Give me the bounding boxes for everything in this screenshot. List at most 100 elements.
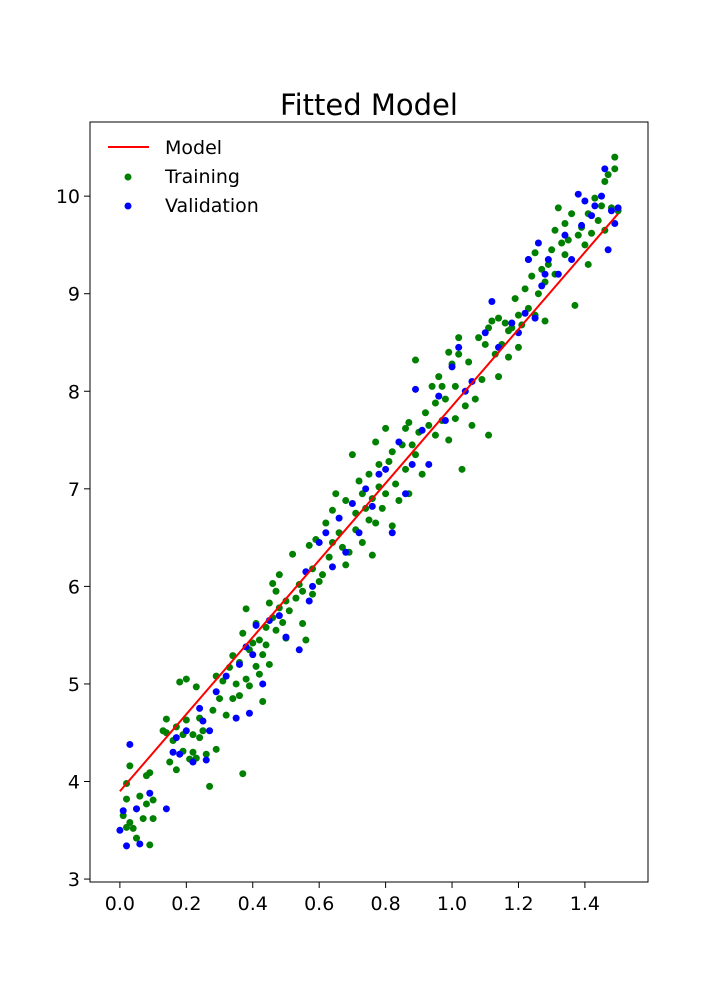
validation-point xyxy=(232,714,240,722)
validation-point xyxy=(342,548,350,556)
training-point xyxy=(275,571,283,579)
training-point xyxy=(425,421,433,429)
validation-point xyxy=(275,612,283,620)
model-line xyxy=(119,213,619,792)
y-tick-label: 9 xyxy=(68,284,80,306)
validation-point xyxy=(355,529,363,537)
training-point xyxy=(495,373,503,381)
validation-point xyxy=(162,805,170,813)
legend: Model Training Validation xyxy=(108,137,259,217)
validation-point xyxy=(169,748,177,756)
training-point xyxy=(408,441,416,449)
validation-point xyxy=(382,465,390,473)
x-tick-label: 1.0 xyxy=(437,893,467,915)
training-point xyxy=(166,758,174,766)
training-point xyxy=(478,376,486,384)
training-point xyxy=(338,543,346,551)
training-point xyxy=(255,670,263,678)
training-point xyxy=(365,516,373,524)
validation-point xyxy=(395,438,403,446)
y-tick-label: 7 xyxy=(68,479,80,501)
validation-point xyxy=(568,256,576,264)
training-point xyxy=(588,229,596,237)
validation-point xyxy=(604,246,612,254)
validation-point xyxy=(581,197,589,205)
validation-point xyxy=(222,672,230,680)
training-point xyxy=(528,272,536,280)
validation-point xyxy=(554,270,562,278)
training-point xyxy=(149,815,157,823)
training-point xyxy=(495,314,503,322)
training-point xyxy=(445,436,453,444)
validation-point xyxy=(538,282,546,290)
validation-point xyxy=(249,651,257,659)
training-point xyxy=(505,353,512,361)
validation-point xyxy=(578,221,586,229)
training-point xyxy=(119,812,127,820)
training-point xyxy=(239,629,247,637)
training-point xyxy=(561,251,569,259)
x-axis: 0.0 0.2 0.4 0.6 0.8 1.0 1.2 1.4 xyxy=(105,882,600,915)
training-point xyxy=(142,800,150,808)
validation-point xyxy=(611,219,619,227)
y-tick-label: 8 xyxy=(68,381,80,403)
training-point xyxy=(514,311,522,319)
training-point xyxy=(388,448,396,456)
training-point xyxy=(524,304,532,312)
validation-point xyxy=(591,202,599,210)
training-point xyxy=(123,795,131,803)
training-point xyxy=(485,431,493,439)
training-point xyxy=(501,319,509,327)
training-point xyxy=(468,421,476,429)
training-point xyxy=(202,750,210,758)
training-point xyxy=(412,356,419,364)
training-point xyxy=(133,834,140,842)
training-point xyxy=(458,465,466,473)
training-point xyxy=(395,497,403,505)
validation-point xyxy=(425,460,433,468)
training-point xyxy=(192,683,200,691)
training-point xyxy=(438,382,446,390)
training-point xyxy=(435,373,443,381)
training-point xyxy=(564,236,572,244)
training-point xyxy=(514,343,522,351)
legend-model-label: Model xyxy=(165,137,222,159)
y-tick-label: 6 xyxy=(68,576,80,598)
training-point xyxy=(305,541,313,549)
chart-title: Fitted Model xyxy=(280,88,458,122)
training-point xyxy=(571,301,579,309)
validation-point xyxy=(202,756,210,764)
training-point xyxy=(245,682,253,690)
validation-point xyxy=(488,298,496,306)
training-point xyxy=(242,605,250,613)
legend-training-label: Training xyxy=(164,166,240,188)
training-point xyxy=(475,334,483,342)
validation-point xyxy=(335,514,343,522)
training-point xyxy=(189,731,197,739)
validation-point xyxy=(328,563,336,571)
training-point xyxy=(358,490,366,498)
training-point xyxy=(611,165,619,173)
y-axis: 3 4 5 6 7 8 9 10 xyxy=(56,186,90,891)
validation-point xyxy=(521,309,529,317)
validation-point xyxy=(534,239,542,247)
validation-point xyxy=(206,727,214,735)
training-point xyxy=(355,477,363,485)
training-point xyxy=(531,249,539,257)
training-point xyxy=(199,727,207,735)
validation-point xyxy=(305,597,313,605)
training-point xyxy=(259,698,267,706)
x-tick-label: 0.6 xyxy=(304,893,334,915)
training-point xyxy=(292,594,300,602)
training-point xyxy=(441,395,449,403)
validation-point xyxy=(126,740,134,748)
training-point xyxy=(451,415,459,423)
training-point xyxy=(445,348,453,356)
validation-point xyxy=(402,490,410,498)
training-point xyxy=(269,579,277,587)
training-point xyxy=(342,497,350,505)
validation-point xyxy=(435,392,443,400)
validation-point xyxy=(315,538,323,546)
training-point xyxy=(418,470,426,478)
validation-point xyxy=(172,734,180,742)
